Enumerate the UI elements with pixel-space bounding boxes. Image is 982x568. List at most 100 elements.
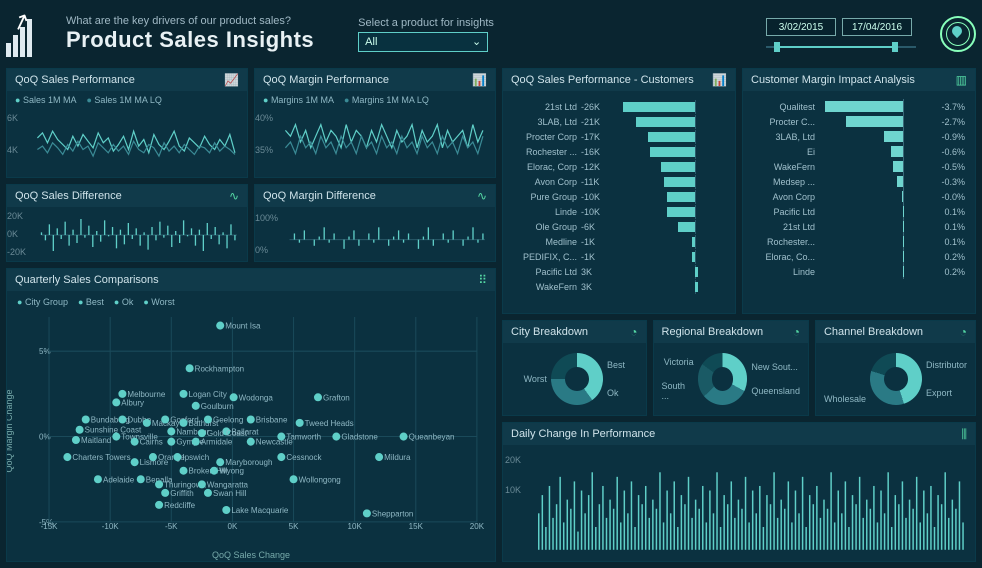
svg-text:Rockhampton: Rockhampton (195, 364, 244, 373)
bar-row[interactable]: Linde0.2% (753, 264, 965, 279)
panel-daily-change: Daily Change In Performance⫼ 20K 10K (502, 422, 976, 562)
axis-tick: 100% (255, 213, 278, 223)
svg-text:Shepparton: Shepparton (372, 509, 413, 518)
bar-row[interactable]: 3LAB, Ltd-21K (513, 114, 725, 129)
bar-row[interactable]: WakeFern3K (513, 279, 725, 294)
svg-text:Albury: Albury (121, 398, 144, 407)
bar-row[interactable]: Medline-1K (513, 234, 725, 249)
donut-label: New Sout... (751, 362, 800, 372)
chart-scatter[interactable]: -15K-10K-5K0K5K10K15K20K-5%0%5%Mount Isa… (37, 309, 489, 530)
date-slider[interactable] (766, 44, 916, 50)
panel-qoq-sales-diff: QoQ Sales Difference∿ 20K 0K -20K (6, 184, 248, 262)
bar-row[interactable]: WakeFern-0.5% (753, 159, 965, 174)
svg-text:15K: 15K (409, 522, 424, 530)
bar-row[interactable]: Qualitest-3.7%-3.7% (753, 99, 965, 114)
svg-text:Logan City: Logan City (189, 390, 227, 399)
chevron-down-icon: ⌄ (472, 35, 481, 48)
svg-text:-5%: -5% (39, 518, 53, 527)
svg-text:Griffith: Griffith (170, 489, 193, 498)
donut-chart[interactable] (698, 353, 748, 405)
axis-tick: 0% (255, 245, 268, 255)
bar-row[interactable]: 21st Ltd-26K (513, 99, 725, 114)
bar-row[interactable]: Ei-0.6% (753, 144, 965, 159)
panel-title: QoQ Sales Performance - Customers (511, 74, 694, 86)
svg-text:Adelaide: Adelaide (103, 475, 135, 484)
bar-row[interactable]: Ole Group-6K (513, 219, 725, 234)
bar-row[interactable]: Avon Corp-11K (513, 174, 725, 189)
page-title: Product Sales Insights (66, 27, 314, 53)
donut-label: South ... (662, 381, 694, 401)
panel-margin-impact: Customer Margin Impact Analysis▥ Qualite… (742, 68, 976, 314)
donut-chart[interactable] (551, 353, 603, 405)
donut-label: Wholesale (824, 394, 866, 404)
panel-title: Customer Margin Impact Analysis (751, 74, 915, 86)
svg-text:Queanbeyan: Queanbeyan (409, 433, 455, 442)
panel-title: Regional Breakdown (662, 326, 764, 338)
legend-label: City Group (17, 297, 68, 307)
panel-title: Daily Change In Performance (511, 428, 655, 440)
svg-text:Cessnock: Cessnock (286, 453, 322, 462)
bar-row[interactable]: Pure Group-10K (513, 189, 725, 204)
page-subtitle: What are the key drivers of our product … (66, 15, 314, 27)
legend-item: Sales 1M MA (15, 95, 76, 105)
svg-text:Tamworth: Tamworth (286, 433, 321, 442)
logo-icon: ↗ (6, 11, 52, 57)
bar-row[interactable]: Pacific Ltd0.1% (753, 204, 965, 219)
axis-tick: 20K (505, 455, 521, 465)
donut-icon: ◔ (960, 325, 967, 339)
panel-title: QoQ Margin Difference (263, 190, 376, 202)
bar-row[interactable]: Avon Corp-0.0% (753, 189, 965, 204)
svg-text:Mount Isa: Mount Isa (225, 322, 261, 331)
panel-title: QoQ Sales Difference (15, 190, 122, 202)
bar-row[interactable]: 3LAB, Ltd-0.9% (753, 129, 965, 144)
svg-text:Charters Towers: Charters Towers (72, 453, 130, 462)
legend-item: Ok (114, 297, 133, 307)
svg-text:Grafton: Grafton (323, 393, 350, 402)
bar-row[interactable]: 21st Ltd0.1% (753, 219, 965, 234)
donut-label: Export (926, 388, 967, 398)
axis-tick: 10K (505, 485, 521, 495)
bar-row[interactable]: Pacific Ltd3K (513, 264, 725, 279)
svg-text:Ipswich: Ipswich (182, 453, 209, 462)
bar-row[interactable]: Procter C...-2.7%-2.7% (753, 114, 965, 129)
axis-tick: -20K (7, 247, 26, 257)
bar-row[interactable]: PEDIFIX, C...-1K (513, 249, 725, 264)
bar-row[interactable]: Linde-10K (513, 204, 725, 219)
y-axis-label: QoQ Margin Change (7, 389, 14, 472)
axis-tick: 4K (7, 145, 18, 155)
axis-tick: 40% (255, 113, 273, 123)
bar-row[interactable]: Procter Corp-17K (513, 129, 725, 144)
svg-text:10K: 10K (348, 522, 363, 530)
svg-text:Mildura: Mildura (384, 453, 411, 462)
bar-row[interactable]: Elorac, Co...0.2% (753, 249, 965, 264)
svg-text:Armidale: Armidale (201, 438, 233, 447)
donut-icon: ◔ (793, 325, 800, 339)
panel-region-breakdown: Regional Breakdown◔ Victoria South ... N… (653, 320, 809, 416)
globe-icon[interactable] (940, 16, 976, 52)
donut-label: Best (607, 360, 625, 370)
product-select[interactable]: All ⌄ (358, 32, 488, 52)
date-range: 3/02/2015 17/04/2016 (766, 18, 916, 50)
panel-title: QoQ Sales Performance (15, 74, 135, 86)
bar-row[interactable]: Medsep ...-0.3% (753, 174, 965, 189)
svg-text:Wyong: Wyong (219, 467, 244, 476)
variance-icon: ∿ (477, 189, 487, 203)
bar-row[interactable]: Elorac, Corp-12K (513, 159, 725, 174)
svg-text:-5K: -5K (165, 522, 178, 530)
bar-row[interactable]: Rochester ...-16K (513, 144, 725, 159)
donut-icon: ◔ (630, 325, 637, 339)
bar-chart-icon: 📊 (472, 73, 487, 87)
legend-item: Best (78, 297, 104, 307)
axis-tick: 6K (7, 113, 18, 123)
panel-title: QoQ Margin Performance (263, 74, 389, 86)
date-from-input[interactable]: 3/02/2015 (766, 18, 836, 36)
axis-tick: 35% (255, 145, 273, 155)
donut-chart[interactable] (870, 353, 922, 405)
bar-row[interactable]: Rochester...0.1% (753, 234, 965, 249)
chart-qoq-sales-perf (15, 107, 239, 177)
date-to-input[interactable]: 17/04/2016 (842, 18, 912, 36)
panel-title: City Breakdown (511, 326, 588, 338)
product-select-value: All (365, 36, 377, 48)
svg-text:Cairns: Cairns (140, 438, 163, 447)
donut-label: Queensland (751, 386, 800, 396)
